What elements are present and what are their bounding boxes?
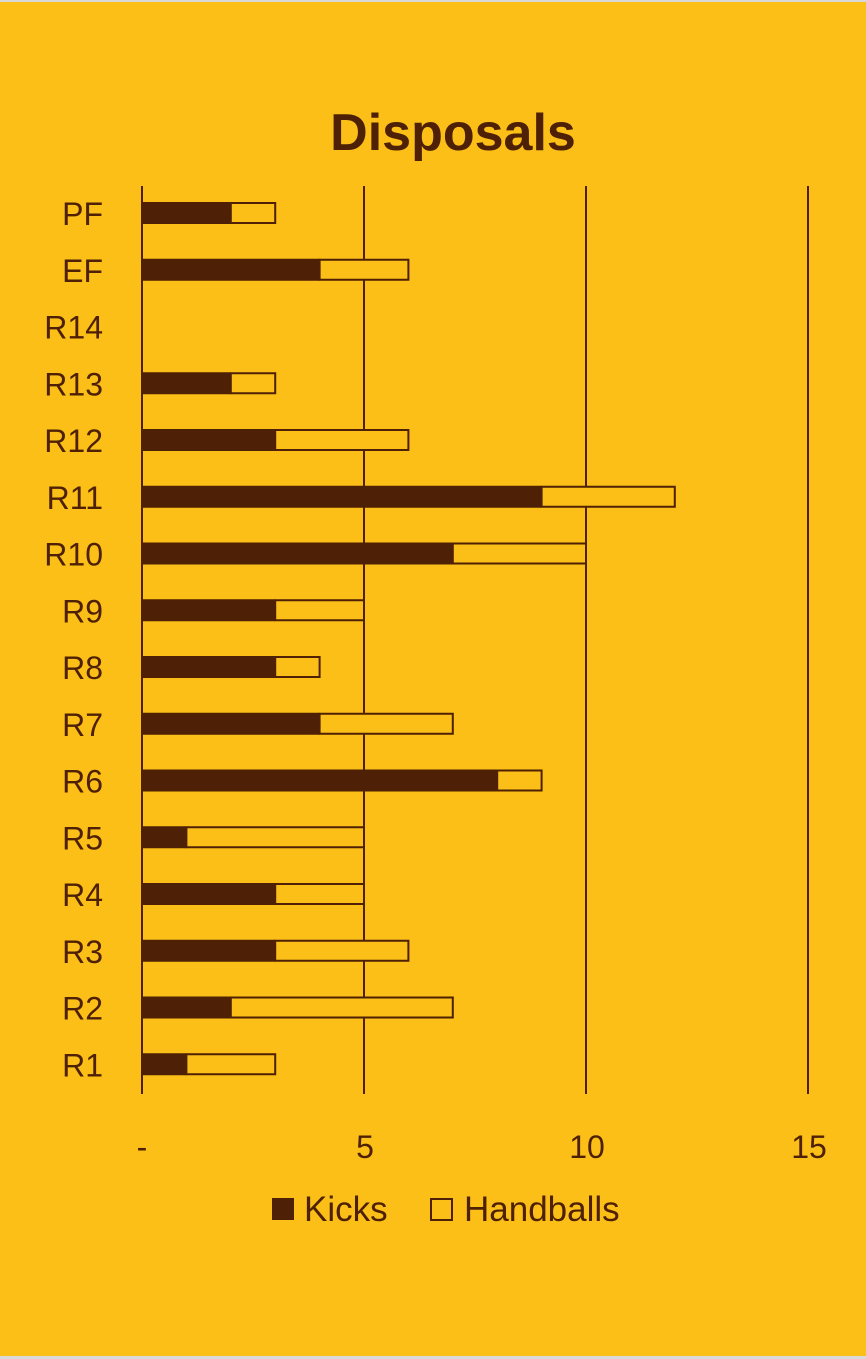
- y-label-r13: R13: [44, 366, 103, 402]
- legend-kicks-swatch: [272, 1198, 294, 1220]
- bar-kicks-r13: [142, 372, 231, 395]
- bar-handballs-r8: [274, 656, 321, 678]
- bar-kicks-pf: [142, 202, 231, 224]
- bar-kicks-r5: [142, 826, 187, 849]
- bar-handballs-r5: [185, 826, 365, 849]
- bar-handballs-r3: [274, 939, 410, 962]
- bar-kicks-r7: [142, 712, 320, 735]
- legend: Kicks Handballs: [272, 1190, 620, 1229]
- y-label-r6: R6: [62, 764, 103, 800]
- y-label-r11: R11: [47, 480, 103, 516]
- y-label-r5: R5: [62, 820, 103, 856]
- bar-handballs-r10: [451, 542, 587, 565]
- bar-handballs-r4: [274, 883, 366, 905]
- bar-kicks-r4: [142, 883, 276, 905]
- bar-handballs-r13: [229, 372, 277, 395]
- y-label-r9: R9: [62, 593, 103, 629]
- y-label-r4: R4: [62, 877, 103, 913]
- y-label-r14: R14: [44, 310, 103, 346]
- y-label-r10: R10: [44, 537, 103, 573]
- bar-handballs-r12: [274, 429, 410, 451]
- legend-kicks-label: Kicks: [304, 1190, 388, 1229]
- bar-handballs-r7: [318, 712, 454, 735]
- y-label-r12: R12: [44, 423, 103, 459]
- bar-handballs-r1: [185, 1053, 277, 1076]
- x-tick-label-10: 10: [569, 1129, 605, 1165]
- bar-handballs-pf: [229, 202, 277, 224]
- bar-kicks-r6: [142, 769, 498, 792]
- y-label-r8: R8: [62, 650, 103, 686]
- bar-kicks-ef: [142, 258, 320, 281]
- x-tick-label-0: -: [137, 1129, 148, 1165]
- bar-handballs-r6: [496, 769, 543, 792]
- bar-handballs-r11: [540, 485, 676, 508]
- bar-kicks-r8: [142, 656, 276, 678]
- bar-handballs-ef: [318, 258, 410, 281]
- bar-kicks-r1: [142, 1053, 187, 1076]
- y-label-r1: R1: [62, 1047, 103, 1083]
- bar-kicks-r10: [142, 542, 453, 565]
- bar-handballs-r9: [274, 599, 366, 622]
- bar-kicks-r2: [142, 996, 231, 1019]
- bar-handballs-r2: [229, 996, 454, 1019]
- legend-handballs-swatch: [430, 1198, 453, 1221]
- x-tick-label-15: 15: [791, 1129, 827, 1165]
- x-axis-labels: - 5 10 15: [137, 1129, 827, 1165]
- top-divider: [0, 0, 866, 2]
- bar-kicks-r3: [142, 939, 276, 962]
- y-label-r3: R3: [62, 934, 103, 970]
- y-label-r2: R2: [62, 991, 103, 1027]
- y-axis-labels: PF EF R14 R13 R12 R11 R10 R9 R8 R7 R6 R5 R4 R3 R2 R1: [44, 196, 103, 1083]
- bottom-divider: [0, 1356, 866, 1359]
- legend-handballs-label: Handballs: [464, 1190, 620, 1229]
- y-label-pf: PF: [62, 196, 103, 232]
- bar-kicks-r9: [142, 599, 276, 622]
- bar-kicks-r12: [142, 429, 276, 451]
- y-label-ef: EF: [62, 253, 103, 289]
- y-label-r7: R7: [62, 707, 103, 743]
- x-tick-label-5: 5: [356, 1129, 374, 1165]
- bars: [142, 202, 676, 1076]
- bar-kicks-r11: [142, 485, 542, 508]
- chart-title: Disposals: [330, 104, 576, 162]
